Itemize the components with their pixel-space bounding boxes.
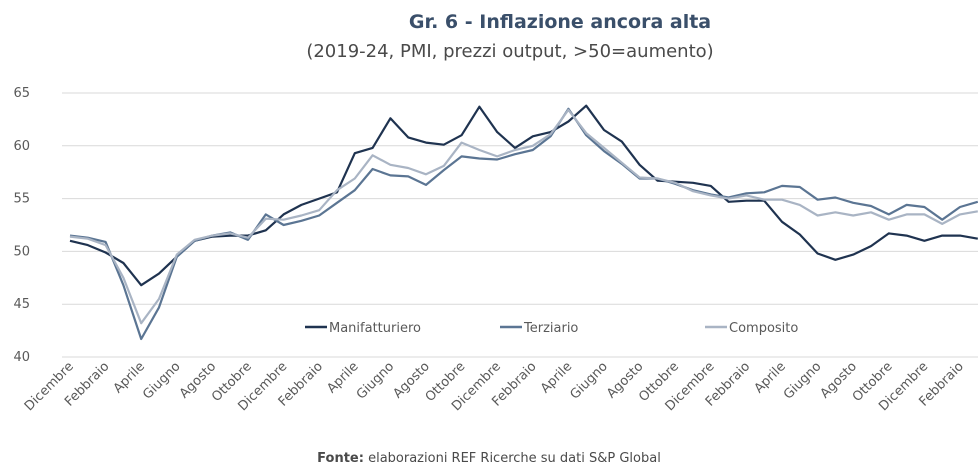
source: Fonte: elaborazioni REF Ricerche su dati… [317,451,661,466]
y-tick-label: 55 [13,192,30,207]
series-line [69,108,978,325]
source-text: elaborazioni REF Ricerche su dati S&P Gl… [368,451,661,466]
y-tick-label: 40 [13,350,30,365]
x-tick-label: Giugno [140,359,183,402]
chart-subtitle: (2019-24, PMI, prezzi output, >50=aument… [306,41,713,62]
x-tick-label: Giugno [781,359,824,402]
x-tick-label: Giugno [354,359,397,402]
series-line [69,104,978,287]
y-tick-label: 45 [13,297,30,312]
chart-title: Gr. 6 - Inflazione ancora alta [409,11,711,33]
y-tick-label: 60 [13,139,30,154]
y-tick-label: 50 [13,244,30,259]
y-tick-label: 65 [13,86,30,101]
legend-label: Terziario [523,321,578,336]
legend-label: Manifatturiero [329,321,421,336]
source-label: Fonte: [317,451,364,466]
legend-label: Composito [729,321,798,336]
x-tick-label: Giugno [567,359,610,402]
